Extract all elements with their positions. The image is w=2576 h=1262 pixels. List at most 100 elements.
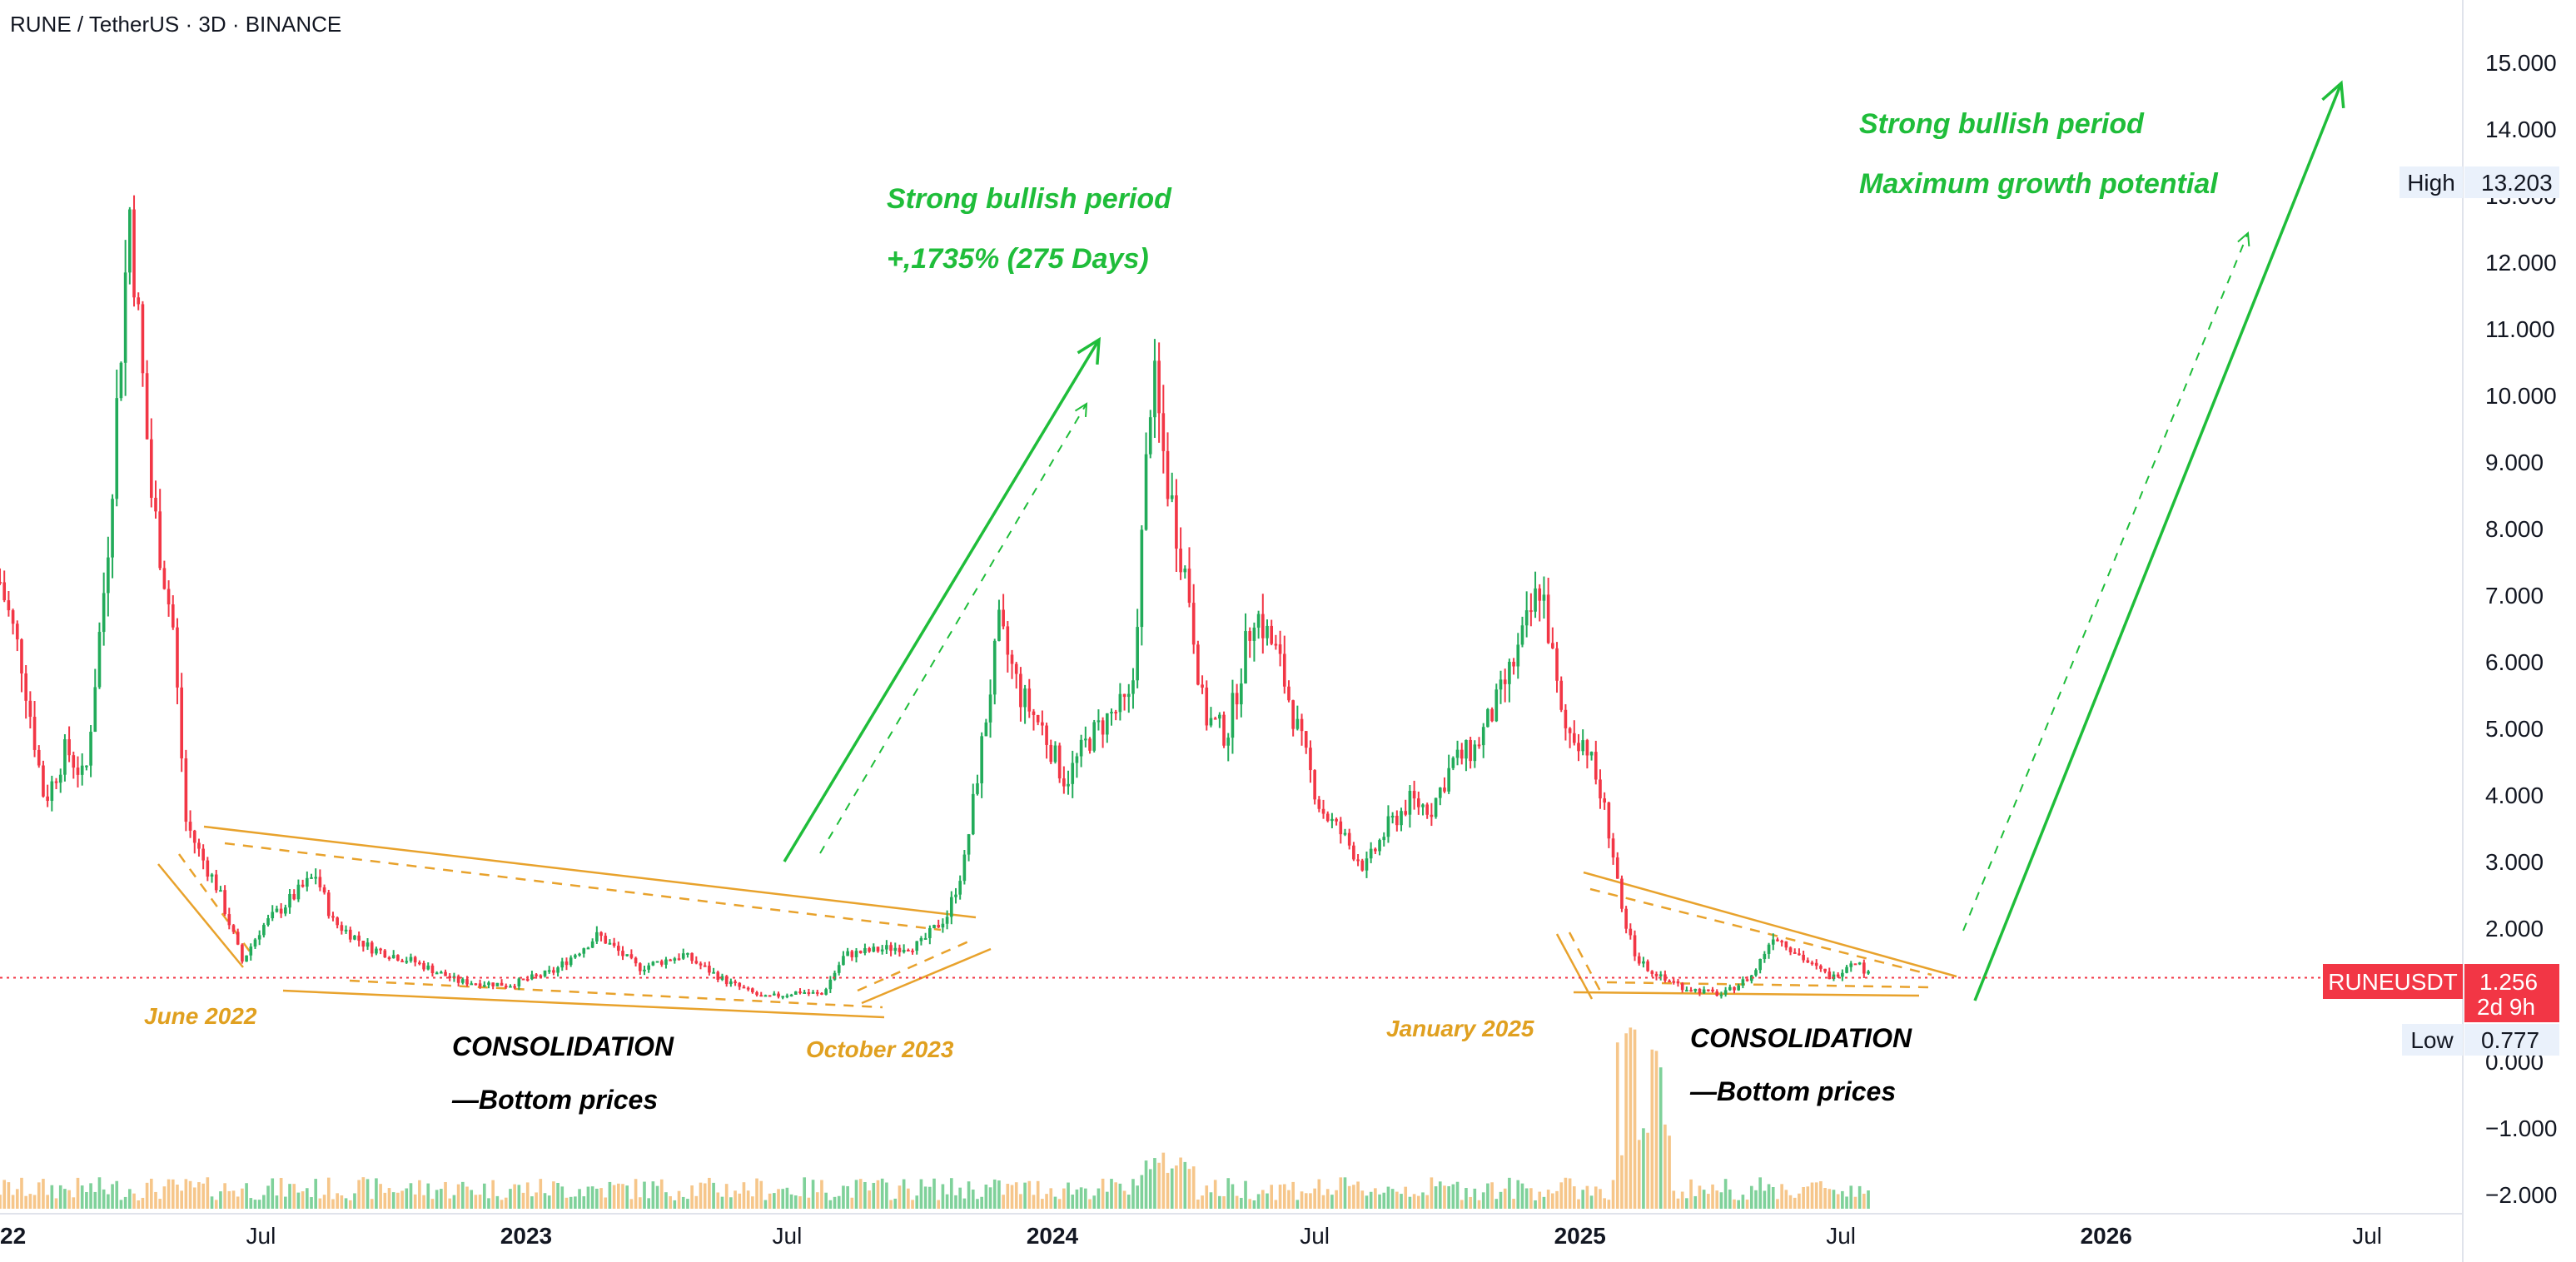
candle-body: [171, 604, 175, 628]
y-tick-label: −1.000: [2485, 1115, 2557, 1141]
volume-bar: [992, 1179, 997, 1209]
candle-body: [1041, 722, 1044, 726]
candle-body: [188, 822, 192, 831]
volume-bar: [1646, 1132, 1649, 1209]
candle-body: [184, 758, 188, 822]
candle-body: [1175, 495, 1178, 549]
candle-body: [197, 842, 201, 849]
volume-bar: [1845, 1196, 1848, 1209]
candle-body: [310, 877, 313, 879]
pattern-line: [1555, 933, 1594, 1000]
volume-bar: [1213, 1180, 1217, 1209]
candle-body: [1494, 689, 1499, 722]
volume-bar: [1222, 1196, 1226, 1209]
candle-body: [1179, 549, 1182, 573]
volume-bar: [1282, 1184, 1286, 1209]
volume-bar: [876, 1180, 880, 1209]
volume-bar: [1404, 1186, 1408, 1209]
volume-bar: [1049, 1188, 1053, 1209]
volume-bar: [699, 1182, 703, 1209]
y-tick-label: 8.000: [2485, 516, 2544, 542]
volume-bar: [911, 1200, 914, 1209]
volume-bar: [1654, 1051, 1658, 1209]
volume-bar: [214, 1200, 218, 1209]
current-price-badge[interactable]: RUNEUSDT 1.256 2d 9h: [2323, 964, 2559, 1022]
candle-body: [474, 983, 478, 986]
volume-bar: [513, 1184, 516, 1209]
volume-bar: [1849, 1185, 1853, 1209]
volume-bar: [348, 1200, 352, 1209]
volume-bar: [543, 1193, 547, 1209]
volume-bar: [301, 1191, 305, 1209]
candle-body: [1814, 962, 1818, 966]
candle-body: [1654, 973, 1658, 976]
volume-bar: [1347, 1185, 1351, 1209]
candle-body: [1274, 643, 1278, 646]
candle-body: [93, 687, 97, 733]
projection-arrow-head: [2237, 231, 2250, 247]
candle-body: [708, 966, 711, 973]
volume-bar: [984, 1184, 988, 1209]
volume-bar: [1126, 1195, 1131, 1209]
candle-body: [1400, 811, 1403, 826]
candle-body: [842, 956, 845, 966]
volume-bar: [681, 1196, 685, 1209]
volume-bar: [1572, 1186, 1576, 1209]
candle-body: [1014, 663, 1018, 674]
volume-bar: [465, 1186, 469, 1209]
candle-body: [647, 965, 650, 970]
price-axis[interactable]: 15.00014.00013.00012.00011.00010.0009.00…: [2485, 50, 2557, 1208]
volume-bar: [176, 1185, 179, 1209]
volume-bar: [1585, 1185, 1589, 1209]
candle-body: [1266, 625, 1269, 638]
candle-body: [1503, 679, 1507, 684]
volume-bar: [1231, 1184, 1235, 1209]
volume-bar: [1309, 1193, 1312, 1209]
candle-body: [1650, 971, 1654, 974]
candle-body: [137, 297, 141, 305]
volume-bar: [889, 1200, 893, 1209]
candle-body: [590, 941, 594, 948]
volume-bar: [1118, 1183, 1122, 1209]
volume-bar: [322, 1195, 326, 1209]
volume-bar: [1862, 1193, 1866, 1209]
volume-bar: [149, 1178, 153, 1209]
candle-body: [387, 957, 391, 960]
candle-body: [1585, 740, 1589, 756]
candle-body: [107, 557, 110, 594]
volume-bar: [223, 1183, 226, 1209]
volume-bar: [1599, 1189, 1602, 1209]
candle-body: [616, 946, 620, 951]
volume-bar: [793, 1195, 798, 1209]
candle-body: [712, 971, 715, 974]
volume-bar: [1166, 1172, 1170, 1209]
volume-bar: [1603, 1198, 1606, 1209]
volume-bar: [815, 1192, 819, 1209]
volume-bar: [1534, 1200, 1537, 1209]
time-axis[interactable]: 2022 Jul 2023 Jul 2024 Jul 2025 Jul 2026 Jul: [0, 1223, 2382, 1249]
candle-body: [1555, 648, 1559, 681]
candle-body: [669, 959, 672, 961]
volume-bar: [1201, 1195, 1204, 1209]
volume-bar: [846, 1185, 849, 1209]
candle-body: [858, 951, 863, 953]
volume-bar: [201, 1183, 205, 1209]
candle-body: [72, 755, 76, 768]
volume-bar: [902, 1179, 906, 1209]
candle-body: [1529, 610, 1533, 613]
volume-bar: [145, 1182, 149, 1209]
volume-bar: [629, 1199, 634, 1209]
volume-bar: [1140, 1175, 1144, 1209]
candle-body: [1317, 799, 1321, 809]
volume-bar: [1629, 1027, 1633, 1209]
volume-bar: [1443, 1185, 1446, 1209]
candle-body: [1538, 588, 1542, 601]
candle-body: [288, 893, 291, 908]
volume-bar: [621, 1184, 624, 1209]
candle-body: [971, 793, 975, 835]
volume-bar: [452, 1195, 456, 1209]
volume-bar: [915, 1195, 919, 1209]
candle-body: [863, 947, 867, 953]
candle-body: [1512, 661, 1515, 667]
